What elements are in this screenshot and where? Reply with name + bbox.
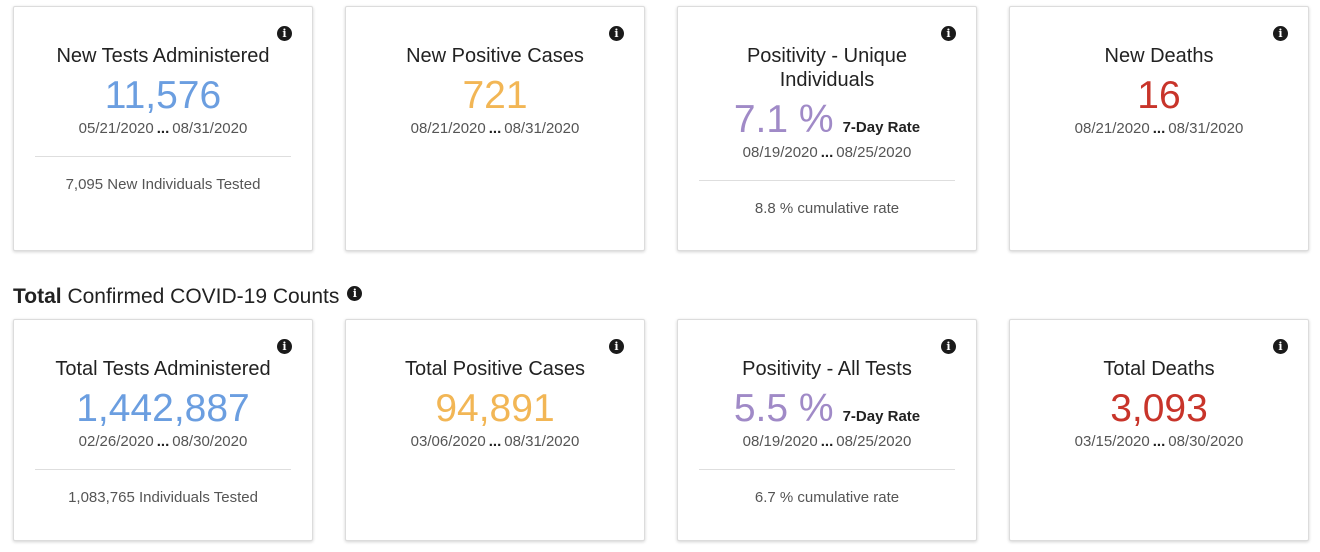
card-footer: 1,083,765 Individuals Tested [68, 489, 258, 506]
date-range: 05/21/2020... 08/31/2020 [14, 120, 312, 137]
info-icon[interactable]: i [941, 26, 956, 41]
date-start: 08/19/2020 [742, 433, 818, 450]
card-value: 94,891 [435, 387, 555, 430]
date-start: 02/26/2020 [78, 433, 154, 450]
divider [699, 180, 955, 181]
date-separator: ... [820, 433, 834, 450]
card-footer: 7,095 New Individuals Tested [65, 176, 261, 193]
info-icon[interactable]: i [609, 339, 624, 354]
total-cases-card: i Total Positive Cases 94,891 03/06/2020… [345, 319, 645, 541]
positivity-all-card: i Positivity - All Tests 5.5 % 7-Day Rat… [677, 319, 977, 541]
date-start: 08/19/2020 [742, 144, 818, 161]
card-value: 1,442,887 [76, 387, 250, 430]
card-title: Positivity - Unique Individuals [746, 45, 908, 91]
date-range: 03/15/2020... 08/30/2020 [1010, 433, 1308, 450]
date-end: 08/31/2020 [172, 120, 248, 137]
date-start: 03/15/2020 [1074, 433, 1150, 450]
info-icon[interactable]: i [347, 286, 363, 301]
date-end: 08/30/2020 [1168, 433, 1244, 450]
rate-label: 7-Day Rate [842, 408, 921, 425]
card-value: 11,576 [104, 74, 222, 117]
new-tests-card: i New Tests Administered 11,576 05/21/20… [13, 6, 313, 251]
date-end: 08/31/2020 [504, 433, 580, 450]
date-start: 08/21/2020 [410, 120, 486, 137]
date-separator: ... [1152, 433, 1166, 450]
card-title: Positivity - All Tests [742, 358, 912, 380]
total-tests-card: i Total Tests Administered 1,442,887 02/… [13, 319, 313, 541]
date-separator: ... [488, 120, 502, 137]
card-footer: 6.7 % cumulative rate [754, 489, 900, 506]
date-start: 03/06/2020 [410, 433, 486, 450]
rate-label: 7-Day Rate [842, 119, 921, 136]
card-value: 7.1 % [733, 98, 834, 141]
date-end: 08/30/2020 [172, 433, 248, 450]
date-end: 08/31/2020 [1168, 120, 1244, 137]
info-icon[interactable]: i [277, 339, 292, 354]
date-range: 08/21/2020... 08/31/2020 [1010, 120, 1308, 137]
date-start: 08/21/2020 [1074, 120, 1150, 137]
info-icon[interactable]: i [277, 26, 292, 41]
card-title: New Tests Administered [56, 45, 270, 67]
card-title: Total Positive Cases [404, 358, 586, 380]
date-start: 05/21/2020 [78, 120, 154, 137]
date-separator: ... [488, 433, 502, 450]
card-value: 721 [462, 74, 528, 117]
date-range: 03/06/2020... 08/31/2020 [346, 433, 644, 450]
section-title-bold: Total [13, 285, 62, 308]
info-icon[interactable]: i [609, 26, 624, 41]
positivity-unique-card: i Positivity - Unique Individuals 7.1 % … [677, 6, 977, 251]
date-end: 08/31/2020 [504, 120, 580, 137]
date-separator: ... [1152, 120, 1166, 137]
divider [35, 156, 291, 157]
date-range: 08/21/2020... 08/31/2020 [346, 120, 644, 137]
date-range: 08/19/2020... 08/25/2020 [678, 144, 976, 161]
card-title: New Deaths [1104, 45, 1214, 67]
date-range: 08/19/2020... 08/25/2020 [678, 433, 976, 450]
card-value: 16 [1137, 74, 1181, 117]
new-cases-card: i New Positive Cases 721 08/21/2020... 08… [345, 6, 645, 251]
date-end: 08/25/2020 [836, 433, 912, 450]
section-title-rest: Confirmed COVID-19 Counts [61, 285, 340, 308]
divider [699, 469, 955, 470]
value-row: 7.1 % 7-Day Rate [678, 98, 976, 142]
card-footer: 8.8 % cumulative rate [754, 200, 900, 217]
card-title: New Positive Cases [406, 45, 584, 67]
date-separator: ... [820, 144, 834, 161]
divider [35, 469, 291, 470]
card-value: 5.5 % [733, 387, 834, 430]
card-value: 3,093 [1110, 387, 1208, 430]
value-row: 5.5 % 7-Day Rate [678, 387, 976, 431]
info-icon[interactable]: i [1273, 339, 1288, 354]
date-separator: ... [156, 120, 170, 137]
date-range: 02/26/2020... 08/30/2020 [14, 433, 312, 450]
section-title: Total Confirmed COVID-19 Counts i [13, 283, 363, 311]
card-title: Total Deaths [1103, 358, 1215, 380]
info-icon[interactable]: i [941, 339, 956, 354]
total-deaths-card: i Total Deaths 3,093 03/15/2020... 08/30/… [1009, 319, 1309, 541]
date-separator: ... [156, 433, 170, 450]
new-deaths-card: i New Deaths 16 08/21/2020... 08/31/2020 [1009, 6, 1309, 251]
info-icon[interactable]: i [1273, 26, 1288, 41]
card-title: Total Tests Administered [55, 358, 271, 380]
date-end: 08/25/2020 [836, 144, 912, 161]
